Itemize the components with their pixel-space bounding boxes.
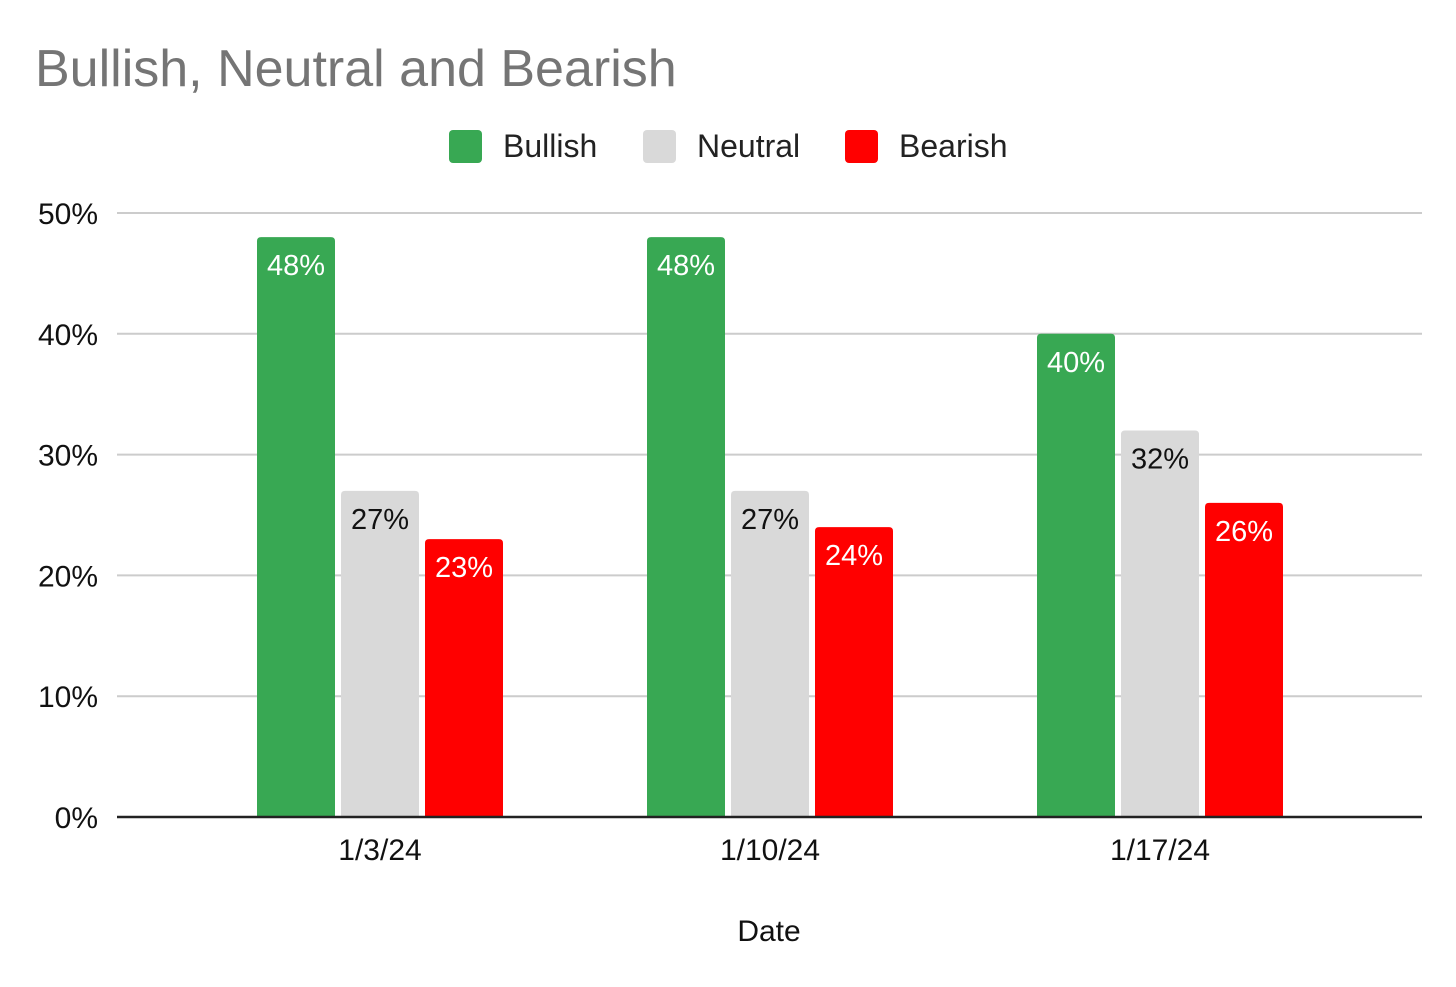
legend-label-neutral: Neutral <box>697 128 800 164</box>
bar-bearish <box>1205 502 1283 817</box>
legend-swatch-bullish <box>449 130 482 163</box>
x-axis-title: Date <box>737 915 800 948</box>
data-label-bullish: 48% <box>267 250 325 282</box>
x-category-label: 1/3/24 <box>338 834 421 867</box>
bar-bullish <box>647 237 725 817</box>
y-tick-label: 30% <box>38 440 98 473</box>
y-tick-label: 50% <box>38 198 98 231</box>
data-label-bullish: 40% <box>1047 347 1105 379</box>
y-tick-label: 40% <box>38 319 98 352</box>
legend-label-bullish: Bullish <box>503 128 597 164</box>
data-label-neutral: 27% <box>351 504 409 536</box>
data-labels: 48% 27% 23% 48% 27% 24% 40% 32% 26% <box>267 250 1273 584</box>
bar-bearish <box>815 527 893 817</box>
x-category-label: 1/17/24 <box>1110 834 1210 867</box>
legend-swatch-bearish <box>845 130 878 163</box>
chart-title: Bullish, Neutral and Bearish <box>35 40 677 98</box>
bars <box>257 237 1283 817</box>
legend-swatch-neutral <box>643 130 676 163</box>
data-label-neutral: 27% <box>741 504 799 536</box>
bar-neutral <box>1121 430 1199 817</box>
x-axis-categories: 1/3/24 1/10/24 1/17/24 <box>338 834 1210 867</box>
bar-bearish <box>425 539 503 817</box>
y-tick-label: 20% <box>38 560 98 593</box>
data-label-bearish: 26% <box>1215 516 1273 548</box>
bar-neutral <box>731 490 809 817</box>
y-tick-label: 0% <box>55 802 98 835</box>
data-label-bearish: 24% <box>825 540 883 572</box>
data-label-bearish: 23% <box>435 552 493 584</box>
data-label-neutral: 32% <box>1131 443 1189 475</box>
x-category-label: 1/10/24 <box>720 834 820 867</box>
data-label-bullish: 48% <box>657 250 715 282</box>
y-axis-ticks: 0% 10% 20% 30% 40% 50% <box>38 198 98 835</box>
legend-label-bearish: Bearish <box>899 128 1008 164</box>
bar-bullish <box>1037 333 1115 817</box>
bar-neutral <box>341 490 419 817</box>
bar-bullish <box>257 237 335 817</box>
y-tick-label: 10% <box>38 681 98 714</box>
legend: Bullish Neutral Bearish <box>449 128 1008 164</box>
